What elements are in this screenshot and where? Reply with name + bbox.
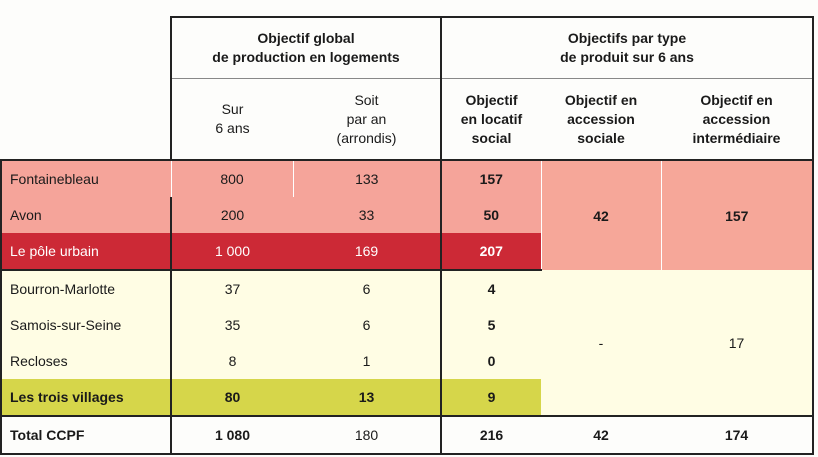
col-header-par-an-l3: (arrondis) [336,129,397,146]
col-header-sur-6-ans-l1: Sur [221,101,244,117]
cell-par-an: 33 [293,197,442,233]
cell-sur-6-ans: 37 [170,270,293,307]
group-header-global-line1: Objectif global [257,30,355,46]
cell-sur-6-ans: 35 [170,307,293,343]
group-header-by-type: Objectifs par type de produit sur 6 ans [441,16,815,79]
table-row: Fontainebleau 800 133 157 42 157 [0,159,815,270]
group-header-global: Objectif global de production en logemen… [170,16,442,79]
cell-sur-6-ans: 200 [170,197,293,233]
col-header-acc-int-l3: intermédiaire [692,129,781,146]
header-row-columns: Sur 6 ans Soit par an (arrondis) Objecti… [1,78,815,161]
row-label: Recloses [0,343,171,379]
row-label: Bourron-Marlotte [0,270,171,307]
row-label: Fontainebleau [0,159,171,197]
cell-par-an: 6 [293,307,442,343]
col-header-acc-soc-l1: Objectif en [564,91,638,108]
col-header-par-an-l1: Soit [354,91,379,108]
col-header-acc-soc-l2: accession [567,110,635,127]
cell-locatif-social: 4 [441,270,541,307]
cell-total-locatif: 216 [441,415,541,455]
col-header-locatif-l1: Objectif [465,91,518,108]
col-header-locatif-social: Objectif en locatif social [441,79,541,161]
col-header-accession-sociale: Objectif en accession sociale [541,79,661,161]
header-row-groups: Objectif global de production en logemen… [1,16,815,79]
cell-villages-accession-intermediaire: 17 [661,270,815,416]
group-header-by-type-line2: de produit sur 6 ans [560,49,694,65]
col-header-acc-int-l2: accession [702,110,771,127]
table-row-total: Total CCPF 1 080 180 216 42 174 [0,415,815,455]
table-row: Avon 200 33 50 [0,197,813,233]
col-header-locatif-l2: en locatif [460,110,523,127]
col-header-par-an-l2: par an [346,110,387,127]
cell-locatif-social: 5 [441,307,541,343]
cell-par-an: 1 [293,343,442,379]
cell-locatif-social: 50 [441,197,541,233]
cell-urbain-accession-intermediaire: 157 [660,159,815,270]
cell-locatif-social: 207 [441,233,541,271]
row-label-subtotal: Le pôle urbain [0,233,171,271]
col-header-acc-soc-l3: sociale [577,129,625,146]
group-header-by-type-line1: Objectifs par type [567,30,687,46]
row-label-total: Total CCPF [0,415,171,455]
cell-sur-6-ans: 80 [170,379,293,417]
empty-label-header [1,79,171,161]
cell-locatif-social: 9 [441,379,541,417]
cell-sur-6-ans: 800 [170,159,293,197]
col-header-accession-intermediaire: Objectif en accession intermédiaire [661,78,815,160]
housing-objectives-table: Objectif global de production en logemen… [0,16,815,455]
cell-villages-accession-sociale: - [541,270,661,416]
cell-total-accession-sociale: 42 [541,415,661,455]
cell-sur-6-ans: 8 [170,343,293,379]
col-header-acc-int-l1: Objectif en [700,91,773,108]
empty-corner-cell [1,17,171,79]
cell-total-par-an: 180 [293,415,442,455]
col-header-locatif-l3: social [471,129,512,146]
table-row: Recloses 8 1 0 [0,343,813,379]
cell-par-an: 13 [293,379,442,417]
row-label: Avon [0,197,171,233]
table-row: Samois-sur-Seine 35 6 5 [0,307,813,343]
cell-par-an: 133 [292,159,442,197]
cell-locatif-social: 0 [441,343,541,379]
cell-par-an: 6 [293,270,442,307]
row-label: Samois-sur-Seine [0,307,171,343]
col-header-sur-6-ans-l2: 6 ans [215,120,250,136]
cell-total-sur-6-ans: 1 080 [170,415,293,455]
cell-par-an: 169 [293,233,442,271]
group-header-global-line2: de production en logements [212,49,400,65]
cell-total-accession-intermediaire: 174 [661,415,815,455]
cell-sur-6-ans: 1 000 [170,233,293,271]
col-header-par-an: Soit par an (arrondis) [293,78,442,160]
table-row: Bourron-Marlotte 37 6 4 - 17 [0,270,815,416]
cell-locatif-social: 157 [441,159,541,197]
cell-urbain-accession-sociale: 42 [540,159,661,270]
table-row: Le pôle urbain 1 000 169 207 [0,233,813,271]
table-row: Les trois villages 80 13 9 [0,379,813,417]
col-header-sur-6-ans: Sur 6 ans [170,78,293,160]
row-label-subtotal: Les trois villages [0,379,171,417]
